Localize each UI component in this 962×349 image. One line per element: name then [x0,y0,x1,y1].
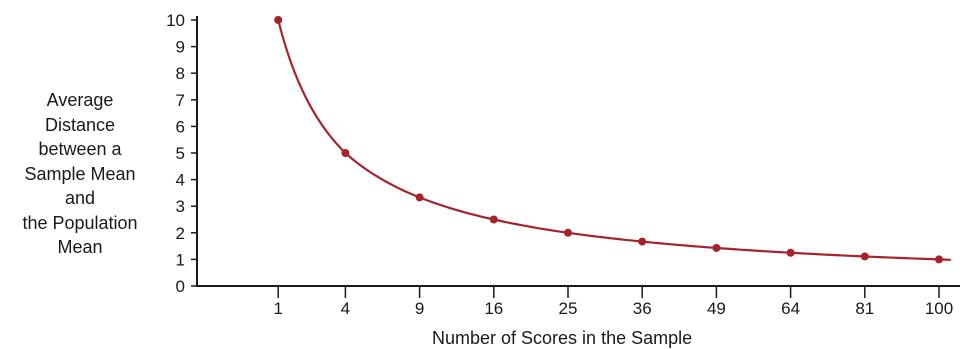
data-point [638,237,647,246]
axes [196,16,960,287]
x-ticks: 1 4 9 16 25 36 49 64 81 100 [273,286,953,318]
y-tick-label: 2 [176,224,185,243]
y-axis-label-line-2: Distance [44,114,116,135]
data-point [860,252,869,261]
y-axis-label-line-3: between a [38,139,122,159]
data-point [786,248,795,257]
x-tick-label: 49 [707,299,726,318]
data-point [274,16,283,24]
y-tick-label: 3 [176,197,185,216]
y-tick-label: 5 [176,144,185,163]
y-axis-label-line-4: Sample Mean [24,163,136,184]
y-tick-label: 1 [176,250,185,269]
data-point [415,193,424,202]
x-tick-label: 64 [781,299,800,318]
x-tick-label: 36 [633,299,652,318]
y-ticks: 0 1 2 3 4 5 6 7 8 9 10 [166,11,197,296]
y-tick-label: 9 [176,38,185,57]
data-point [341,149,350,157]
y-axis-label-line-1: Average [46,90,114,110]
data-point [935,255,943,264]
y-axis-label-line-6: the Population [22,212,138,233]
y-axis-label: Average Distance between a Sample Mean a… [0,88,160,260]
x-tick-label: 81 [855,299,874,318]
y-tick-label: 4 [176,171,185,190]
series [274,16,952,264]
x-axis-label: Number of Scores in the Sample [432,328,693,348]
x-tick-label: 9 [415,299,424,318]
x-tick-label: 100 [925,299,953,318]
data-point [489,215,498,224]
data-point [712,243,721,252]
x-tick-label: 16 [484,299,503,318]
data-point [564,228,572,237]
x-tick-label: 25 [559,299,578,318]
y-axis-label-line-7: Mean [57,237,103,257]
series-line [277,18,952,261]
x-tick-label: 1 [273,299,282,318]
y-tick-label: 0 [176,277,185,296]
y-tick-label: 6 [176,117,185,136]
y-axis-label-line-5: and [64,188,96,208]
y-tick-label: 10 [166,11,185,30]
x-tick-label: 4 [341,299,350,318]
y-tick-label: 8 [176,64,185,83]
y-tick-label: 7 [176,91,185,110]
